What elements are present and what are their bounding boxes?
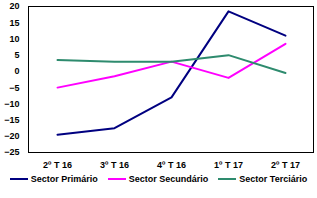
svg-text:−10: −10 — [4, 99, 19, 109]
svg-text:3º T 16: 3º T 16 — [100, 160, 129, 170]
svg-text:10: 10 — [9, 34, 19, 44]
svg-text:15: 15 — [9, 18, 19, 28]
svg-text:−25: −25 — [4, 147, 19, 157]
svg-text:5: 5 — [14, 50, 19, 60]
svg-text:2º T 17: 2º T 17 — [271, 160, 300, 170]
svg-text:0: 0 — [14, 66, 19, 76]
html-text:Sector Terciário: Sector Terciário — [239, 174, 308, 184]
svg-text:2º T 16: 2º T 16 — [43, 160, 72, 170]
html-text:Sector Primário: Sector Primário — [30, 174, 98, 184]
svg-text:−5: −5 — [9, 82, 19, 92]
svg-text:−15: −15 — [4, 115, 19, 125]
svg-text:4º T 16: 4º T 16 — [157, 160, 186, 170]
svg-text:1º T 17: 1º T 17 — [214, 160, 243, 170]
svg-text:−20: −20 — [4, 131, 19, 141]
svg-text:20: 20 — [9, 1, 19, 11]
html-text:Sector Secundário: Sector Secundário — [128, 174, 209, 184]
